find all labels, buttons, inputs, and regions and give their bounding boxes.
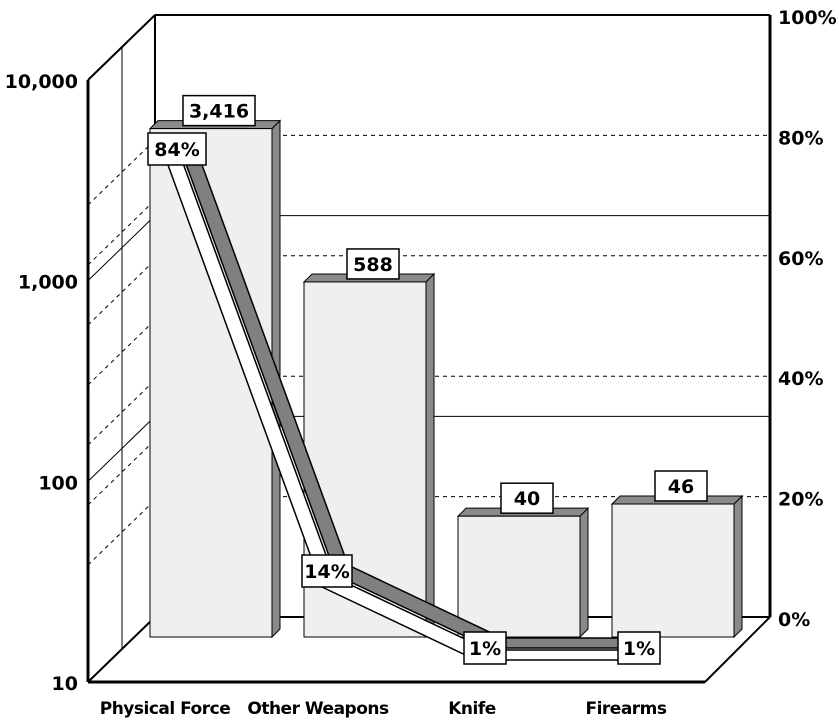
axis-labels: 10 100 1,000 10,000 0% 20% 40% 60% 80% 100% Physic… [5, 7, 837, 719]
right-tick-label: 60% [778, 248, 823, 270]
percent-label-box [617, 631, 661, 665]
right-tick-label: 0% [778, 609, 810, 631]
bar-side [579, 506, 589, 639]
bar-label-box [654, 470, 708, 502]
bar-value-label: 46 [668, 476, 694, 498]
category-label: Knife [448, 699, 496, 719]
percent-value-label: 84% [154, 139, 199, 161]
bar [611, 503, 735, 638]
left-tick-label: 100 [38, 472, 78, 494]
right-tick-label: 40% [778, 368, 823, 390]
bars [148, 119, 744, 639]
floor-left-edge [87, 616, 156, 683]
percent-value-label: 14% [304, 561, 349, 583]
category-label: Other Weapons [247, 699, 389, 719]
percent-label-box [301, 554, 353, 588]
bar-side [425, 272, 435, 639]
left-tick-label: 10 [52, 673, 78, 695]
bar-value-label: 3,416 [189, 101, 249, 123]
right-tick-label: 20% [778, 489, 823, 511]
bar [457, 515, 581, 638]
right-tick-label: 80% [778, 127, 823, 149]
percent-value-label: 1% [623, 638, 655, 660]
bar-label-box [346, 248, 400, 280]
bar-side [733, 494, 743, 639]
bar-label-box [182, 94, 256, 127]
bar-group [456, 506, 590, 639]
left-tick-label: 10,000 [5, 71, 78, 93]
category-label: Firearms [585, 699, 666, 719]
left-tick-label: 1,000 [18, 272, 78, 294]
bar-value-label: 588 [353, 254, 393, 276]
left-wall-gridline [87, 215, 156, 282]
right-tick-label: 100% [778, 7, 837, 29]
bar-value-label: 40 [514, 488, 540, 510]
floor-right-edge [704, 616, 771, 683]
data-labels: 3,416 588 40 46 84% 14% 1% 1% [147, 94, 708, 665]
percent-value-label: 1% [469, 638, 501, 660]
percent-label-box [147, 132, 207, 166]
bar-label-box [500, 482, 554, 514]
bar-group [610, 494, 744, 639]
category-label: Physical Force [100, 699, 230, 719]
percent-label-box [463, 631, 507, 665]
left-wall-gridline [87, 415, 156, 482]
